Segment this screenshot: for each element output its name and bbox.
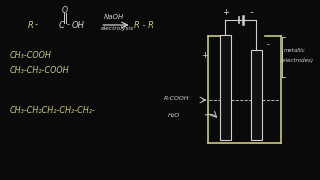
Text: OH: OH [72,21,85,30]
Text: O: O [61,6,68,15]
Text: CH₃-COOH: CH₃-COOH [10,51,52,60]
Text: CH₃-CH₂CH₂-CH₂-CH₂-: CH₃-CH₂CH₂-CH₂-CH₂- [10,105,96,114]
Text: -: - [35,21,38,30]
Bar [220,35,231,140]
Text: +: + [222,8,229,17]
Text: +: + [201,51,208,60]
Text: R: R [27,21,33,30]
Text: H₂O: H₂O [168,112,180,118]
Text: electrolysis: electrolysis [100,26,133,30]
Text: R-COOH: R-COOH [164,96,189,100]
Text: (electrodes): (electrodes) [281,57,314,62]
Text: NaOH: NaOH [104,14,124,20]
Text: -: - [250,7,253,17]
Text: -: - [267,40,270,50]
Text: CH₃-CH₂-COOH: CH₃-CH₂-COOH [10,66,69,75]
Text: -: - [66,21,69,30]
Text: C: C [59,21,64,30]
Bar [252,50,262,140]
Text: R - R: R - R [134,21,155,30]
Text: metallic: metallic [284,48,305,53]
